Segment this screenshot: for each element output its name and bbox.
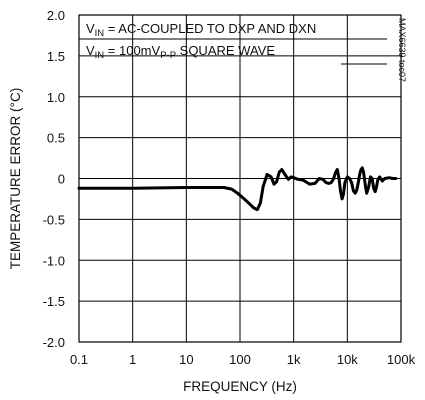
x-axis-title: FREQUENCY (Hz): [183, 379, 297, 394]
series-line: [77, 166, 398, 212]
y-tick-label: 0: [58, 172, 65, 187]
x-axis-ticks: 0.1 1 10 100 1k 10k 100k: [70, 352, 416, 367]
y-axis-ticks: 2.0 1.5 1.0 0.5 0 -0.5 -1.0 -1.5 -2.0: [43, 8, 65, 350]
x-tick-label: 10: [179, 352, 193, 367]
y-tick-label: 0.5: [47, 131, 65, 146]
x-tick-label: 100k: [387, 352, 416, 367]
x-tick-label: 1k: [287, 352, 301, 367]
x-tick-label: 0.1: [70, 352, 88, 367]
series-group: [77, 166, 398, 212]
figure-id-label: MAX6639 toc07: [397, 18, 407, 82]
y-axis-title: TEMPERATURE ERROR (°C): [8, 88, 23, 269]
x-tick-label: 1: [129, 352, 136, 367]
x-tick-label: 100: [229, 352, 251, 367]
x-tick-label: 10k: [337, 352, 358, 367]
plot-area: [78, 14, 402, 343]
annotation-line-1: VIN = AC-COUPLED TO DXP AND DXN: [86, 21, 316, 39]
y-tick-label: -0.5: [43, 212, 65, 227]
y-tick-label: 1.5: [47, 49, 65, 64]
y-tick-label: -2.0: [43, 335, 65, 350]
y-tick-label: -1.5: [43, 294, 65, 309]
y-tick-label: 1.0: [47, 90, 65, 105]
y-tick-label: 2.0: [47, 8, 65, 23]
annotation-box: VIN = AC-COUPLED TO DXP AND DXN VIN = 10…: [79, 21, 387, 65]
annotation-line-2: VIN = 100mVP-P SQUARE WAVE: [86, 43, 275, 61]
y-tick-label: -1.0: [43, 253, 65, 268]
